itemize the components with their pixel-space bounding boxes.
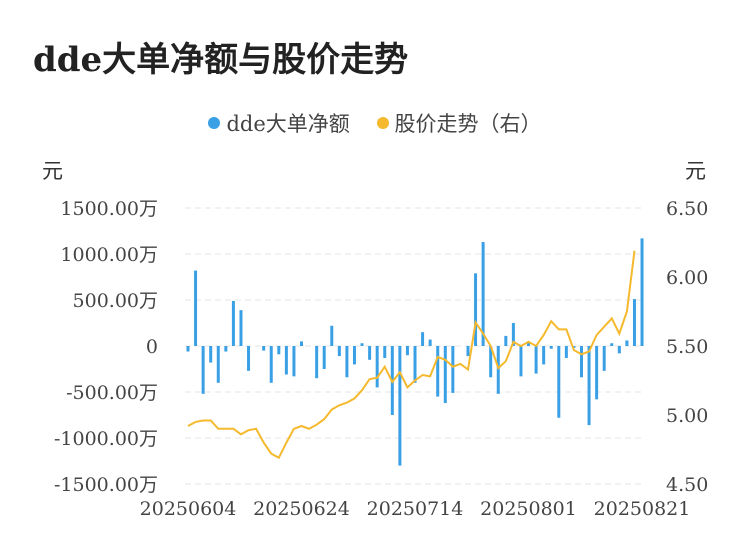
dde-bar (527, 341, 531, 346)
dde-bar (625, 340, 629, 346)
dde-bar (269, 346, 273, 383)
dde-bar (617, 346, 621, 354)
dde-bar (474, 273, 478, 346)
dde-bar (542, 346, 546, 365)
dde-bar (534, 346, 538, 374)
right-tick-label: 4.50 (666, 474, 708, 496)
x-tick-label: 20250624 (253, 498, 350, 520)
dde-bar (284, 346, 288, 375)
x-tick-label: 20250821 (594, 498, 691, 520)
dde-bar (375, 346, 379, 388)
right-axis-ticks: 6.50 6.00 5.50 5.00 4.50 (666, 198, 708, 496)
dde-bar (602, 346, 606, 371)
dde-bar (262, 346, 266, 351)
dde-bar (300, 341, 304, 346)
dde-bar (247, 346, 251, 371)
dde-bar (466, 346, 470, 357)
price-line (187, 250, 636, 460)
dde-bar (330, 325, 334, 346)
legend-dot-price (376, 117, 389, 129)
dde-bar (572, 346, 576, 348)
dde-bar (201, 346, 205, 394)
x-tick-label: 20250801 (480, 498, 577, 520)
dde-bar (610, 343, 614, 346)
right-tick-label: 6.50 (666, 198, 708, 220)
dde-bar (209, 346, 213, 363)
dde-bar (398, 346, 402, 466)
dde-bar (322, 346, 326, 369)
legend-item-price[interactable]: 股价走势（右） (376, 108, 542, 138)
legend: dde大单净额 股价走势（右） (0, 108, 750, 138)
dde-bar (239, 310, 243, 346)
left-tick-label: -500.00万 (66, 382, 158, 404)
legend-dot-dde (208, 117, 221, 129)
dde-bar (436, 346, 440, 397)
legend-label-dde: dde大单净额 (226, 112, 350, 136)
dde-bar (345, 346, 349, 378)
right-tick-label: 5.50 (666, 336, 708, 358)
x-tick-label: 20250604 (140, 498, 237, 520)
left-tick-label: 1500.00万 (60, 198, 158, 220)
dde-bar (549, 346, 553, 349)
dde-bar (481, 242, 485, 346)
dde-bar (224, 346, 228, 352)
left-tick-label: -1000.00万 (54, 428, 158, 450)
dde-bar (579, 346, 583, 378)
dde-bar (640, 238, 644, 346)
left-axis-ticks: 1500.00万 1000.00万 500.00万 0 -500.00万 -1000.00… (54, 198, 158, 496)
dde-bar (595, 346, 599, 400)
left-tick-label: 500.00万 (73, 290, 158, 312)
right-axis-unit: 元 (685, 159, 706, 183)
dde-bars (186, 238, 644, 466)
dde-bar (383, 346, 387, 358)
dde-bar (451, 346, 455, 393)
chart-title: dde大单净额与股价走势 (33, 40, 409, 80)
dde-bar (587, 346, 591, 426)
dde-bar (511, 323, 515, 346)
dde-bar (360, 343, 364, 346)
dde-bar (489, 346, 493, 378)
legend-label-price: 股价走势（右） (394, 112, 542, 136)
dde-bar (428, 339, 432, 346)
legend-item-dde[interactable]: dde大单净额 (208, 108, 350, 138)
x-axis-ticks: 20250604 20250624 20250714 20250801 20250821 (140, 498, 691, 520)
dde-bar (231, 300, 235, 346)
x-tick-label: 20250714 (367, 498, 464, 520)
dde-bar (504, 335, 508, 346)
dde-bar (519, 346, 523, 377)
dde-bar (292, 346, 296, 377)
right-tick-label: 5.00 (666, 405, 708, 427)
dde-bar (443, 346, 447, 404)
dde-bar (405, 346, 409, 356)
left-axis-unit: 元 (42, 159, 63, 183)
dde-bar (216, 346, 220, 383)
dde-bar (413, 346, 417, 383)
dde-bar (277, 346, 281, 355)
dde-bar (632, 299, 636, 346)
dde-bar (564, 346, 568, 358)
right-tick-label: 6.00 (666, 267, 708, 289)
left-tick-label: 1000.00万 (60, 244, 158, 266)
dde-bar (557, 346, 561, 418)
left-tick-label: 0 (146, 336, 158, 358)
dde-bar (186, 346, 190, 352)
dde-bar (337, 346, 341, 357)
dde-bar (496, 346, 500, 394)
dde-bar (194, 270, 198, 346)
dde-bar (315, 346, 319, 379)
dde-bar (421, 332, 425, 346)
left-tick-label: -1500.00万 (54, 474, 158, 496)
dde-bar (352, 346, 356, 365)
dde-bar (368, 346, 372, 360)
